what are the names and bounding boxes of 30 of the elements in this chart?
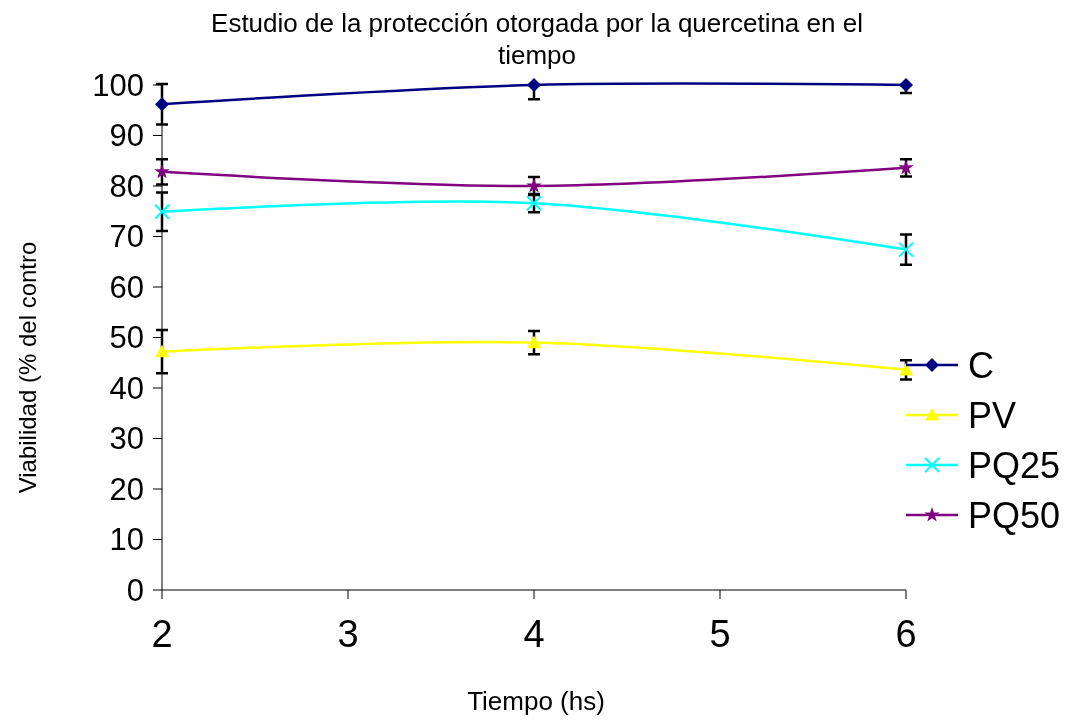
y-tick-label: 20 xyxy=(109,471,144,507)
point xyxy=(527,78,541,92)
point xyxy=(526,177,542,193)
point xyxy=(899,362,913,376)
x-tick-label: 4 xyxy=(523,613,545,655)
x-tick-label: 2 xyxy=(151,613,173,655)
y-tick-label: 30 xyxy=(109,421,144,457)
y-tick-label: 90 xyxy=(109,118,144,154)
x-tick-label: 5 xyxy=(709,613,731,655)
x-tick-label: 3 xyxy=(337,613,359,655)
y-tick-label: 70 xyxy=(109,219,144,255)
y-tick-label: 40 xyxy=(109,370,144,406)
point xyxy=(899,78,913,92)
x-tick-label: 6 xyxy=(895,613,917,655)
legend-label: PQ50 xyxy=(968,494,1061,536)
y-tick-label: 50 xyxy=(109,320,144,356)
point xyxy=(154,163,170,179)
y-tick-label: 60 xyxy=(109,269,144,305)
y-tick-label: 80 xyxy=(109,168,144,204)
legend-label: PQ25 xyxy=(968,444,1061,486)
point xyxy=(898,241,914,258)
y-tick-label: 100 xyxy=(92,67,144,103)
x-axis-title: Tiempo (hs) xyxy=(467,686,605,716)
y-tick-label: 0 xyxy=(126,572,144,608)
legend-label: C xyxy=(968,344,994,386)
chart-title: Estudio de la protección otorgada por la quercetina en el tiempo xyxy=(211,8,863,70)
legend-label: PV xyxy=(968,394,1017,436)
y-axis-title: Viabilidad (% del contro xyxy=(14,241,41,494)
y-tick-label: 10 xyxy=(109,522,144,558)
point xyxy=(527,335,541,349)
